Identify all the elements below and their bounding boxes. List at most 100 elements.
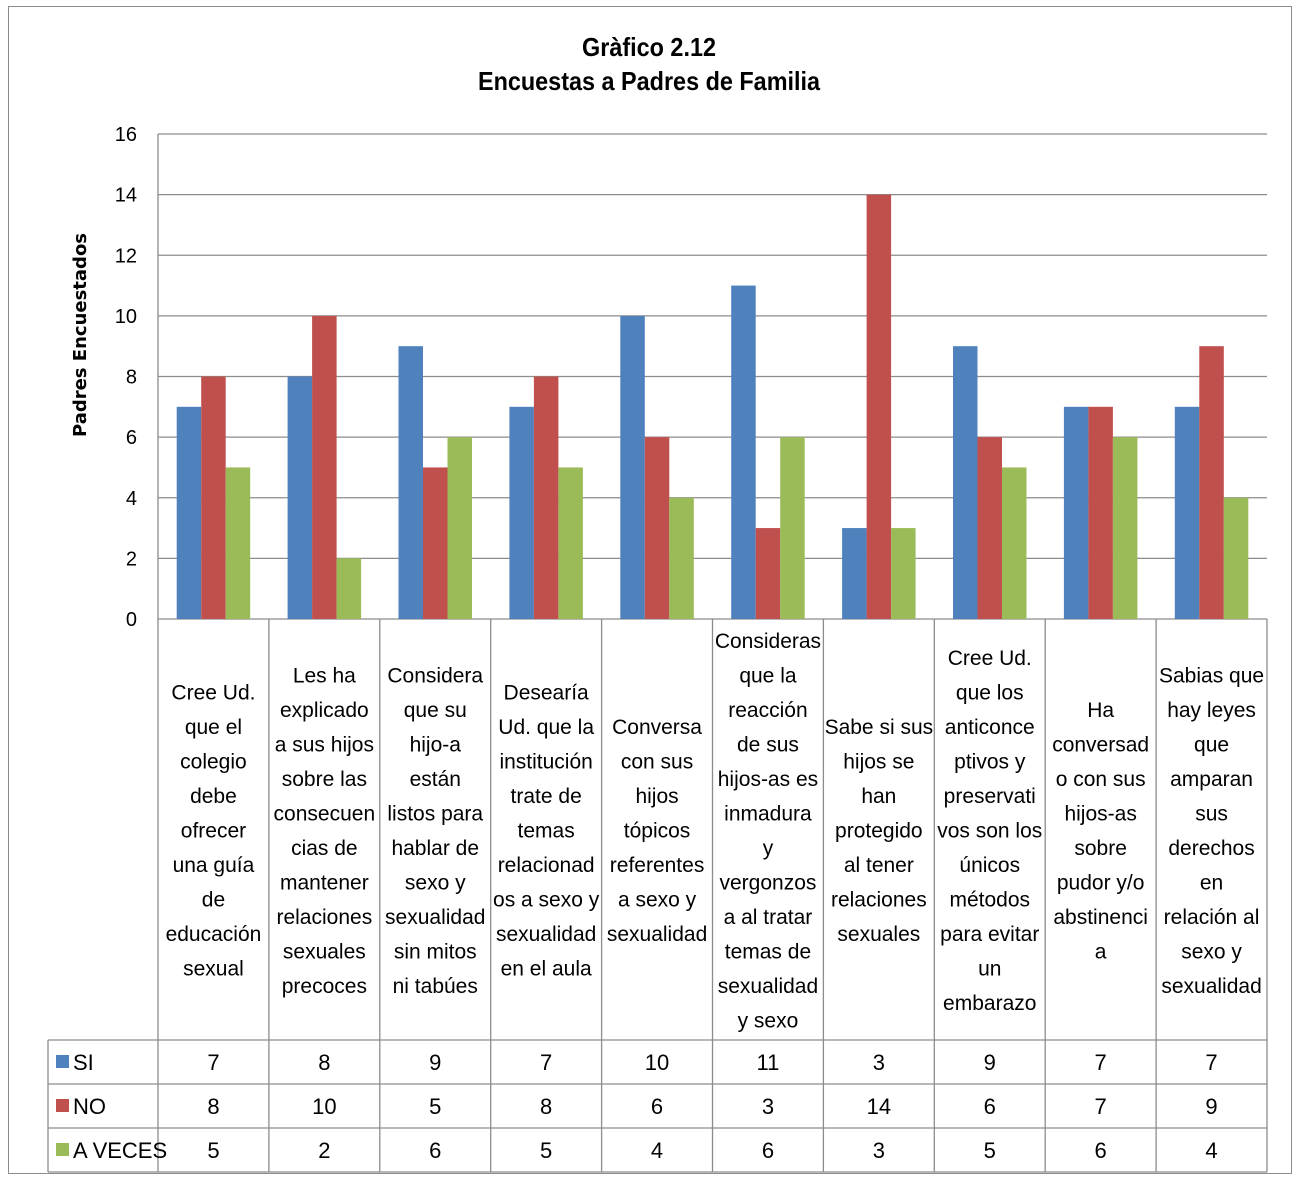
bar-si (1174, 406, 1200, 619)
category-label-line: que (1194, 733, 1229, 756)
category-label-line: hablar de (391, 837, 479, 860)
table-cell-value: 6 (984, 1094, 996, 1119)
category-label-line: Les ha (293, 664, 356, 687)
category-label-line: inmadura (724, 802, 812, 825)
table-cell-value: 9 (1205, 1094, 1217, 1119)
category-label-line: vos son los (937, 820, 1042, 843)
bar-a-veces (336, 558, 362, 619)
bar-no (755, 528, 781, 619)
category-label-line: que su (404, 699, 467, 722)
legend-label: NO (73, 1094, 106, 1119)
legend-swatch (56, 1055, 69, 1068)
category-label-line: para evitar (940, 923, 1039, 946)
y-axis-label: Padres Encuestados (70, 233, 91, 437)
category-label-line: Sabe si sus (825, 716, 934, 739)
bar-no (423, 467, 448, 619)
category-label-line: sexualidad (496, 923, 596, 946)
category-label-line: Sabias que (1159, 664, 1264, 687)
bar-si (398, 346, 423, 619)
table-cell-value: 6 (651, 1094, 663, 1119)
category-label-line: anticonce (945, 716, 1035, 739)
category-label-line: métodos (949, 889, 1030, 912)
table-cell-value: 10 (312, 1094, 336, 1119)
category-label-line: Conversa (612, 716, 702, 739)
category-label-line: una guía (173, 854, 255, 877)
category-label-line: sexo y (1181, 940, 1242, 963)
category-label-line: precoces (282, 975, 367, 998)
y-tick-label: 8 (126, 367, 137, 389)
bar-a-veces (1112, 437, 1138, 619)
category-label-line: hay leyes (1167, 699, 1256, 722)
table-cell-value: 5 (984, 1138, 996, 1163)
table-cell-value: 3 (873, 1050, 885, 1075)
bar-si (287, 376, 313, 619)
legend-label: SI (73, 1050, 94, 1075)
bar-a-veces (1002, 467, 1027, 619)
category-label-line: Desearía (504, 682, 590, 705)
table-cell-value: 4 (1205, 1138, 1217, 1163)
table-cell-value: 6 (429, 1138, 441, 1163)
category-label-line: listos para (387, 802, 483, 825)
category-label-line: consecuen (274, 802, 376, 825)
category-label-line: con sus (621, 751, 693, 774)
table-cell-value: 8 (318, 1050, 330, 1075)
bar-a-veces (558, 467, 583, 619)
bar-si (176, 406, 202, 619)
category-label-line: sexualidad (718, 975, 818, 998)
category-label-line: en (1200, 871, 1223, 894)
table-cell-value: 2 (318, 1138, 330, 1163)
table-cell-value: 8 (207, 1094, 219, 1119)
category-label-line: amparan (1170, 768, 1253, 791)
bar-a-veces (447, 437, 472, 619)
category-label-line: ptivos y (954, 751, 1026, 774)
category-label-line: derechos (1168, 837, 1254, 860)
category-label-line: educación (166, 923, 262, 946)
category-label-line: que los (956, 682, 1024, 705)
category-label-line: hijos-as es (718, 768, 818, 791)
y-tick-label: 16 (115, 124, 137, 146)
category-label-line: protegido (835, 820, 923, 843)
table-cell-value: 7 (1095, 1094, 1107, 1119)
category-label-line: a sus hijos (275, 733, 374, 756)
category-label-line: sexualidad (1161, 975, 1261, 998)
category-label-line: han (861, 785, 896, 808)
y-tick-label: 12 (115, 245, 137, 267)
category-label-line: o con sus (1056, 768, 1146, 791)
category-label-line: temas (518, 820, 575, 843)
y-tick-label: 6 (126, 427, 137, 449)
category-label-line: reacción (728, 699, 807, 722)
bar-no (866, 194, 892, 619)
category-label-line: hijos-as (1064, 802, 1136, 825)
category-label-line: un (978, 958, 1001, 981)
bar-no (1199, 346, 1224, 619)
table-cell-value: 11 (757, 1050, 780, 1075)
table-cell-value: 3 (762, 1094, 774, 1119)
table-cell-value: 6 (762, 1138, 774, 1163)
category-label-line: relación al (1164, 906, 1260, 929)
category-label-line: de (202, 889, 225, 912)
table-cell-value: 7 (1205, 1050, 1217, 1075)
chart-subtitle: Encuestas a Padres de Familia (477, 66, 821, 96)
category-label-line: Consideras (715, 630, 821, 653)
category-label-line: Cree Ud. (948, 647, 1032, 670)
y-tick-label: 14 (115, 185, 137, 207)
table-cell-value: 9 (429, 1050, 441, 1075)
bar-a-veces (669, 497, 694, 619)
category-label-line: temas de (725, 940, 811, 963)
bar-si (731, 285, 756, 619)
category-label-line: a al tratar (724, 906, 813, 929)
category-label-line: sexuales (283, 940, 366, 963)
y-tick-label: 0 (126, 609, 137, 631)
category-label-line: conversad (1052, 733, 1149, 756)
category-label-line: ofrecer (181, 820, 246, 843)
category-label-line: y (763, 837, 774, 860)
table-cell-value: 5 (207, 1138, 219, 1163)
category-label-line: colegio (180, 751, 247, 774)
category-label-line: sexualidad (607, 923, 707, 946)
category-label-line: relacionad (498, 854, 595, 877)
y-tick-label: 2 (126, 548, 137, 570)
bar-si (509, 406, 534, 619)
table-cell-value: 9 (984, 1050, 996, 1075)
category-label-line: Ha (1087, 699, 1114, 722)
data-table: Cree Ud. que el colegio debe ofrecer una guía… (47, 619, 1268, 1173)
